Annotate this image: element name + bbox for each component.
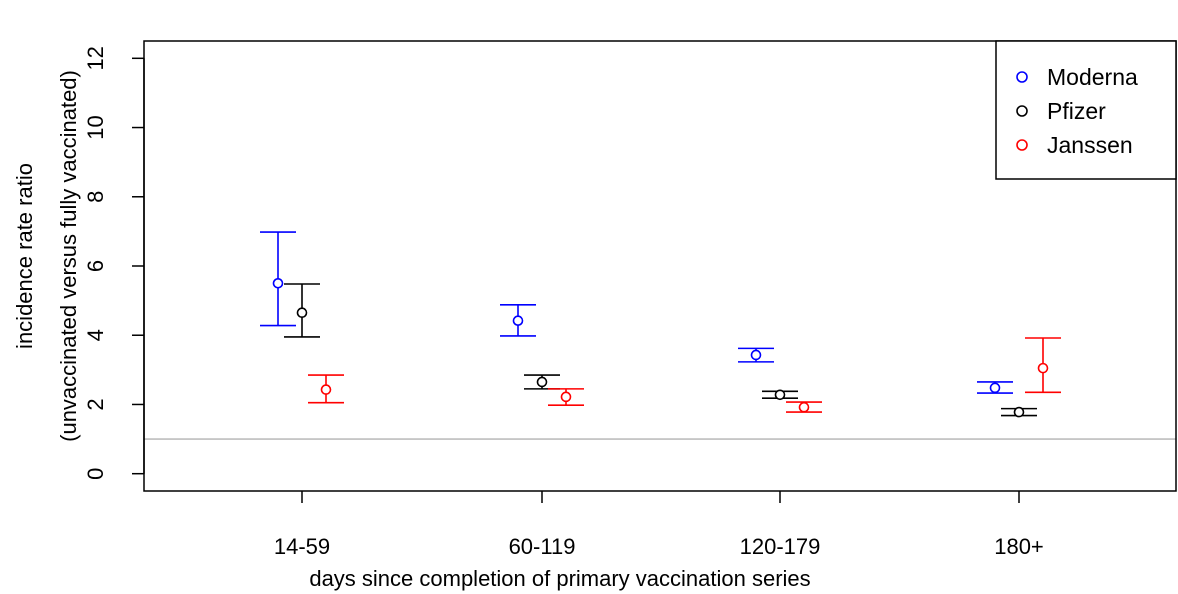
x-axis-spacer	[302, 491, 1019, 503]
y-axis: 0 2 4 6 8 10 12	[83, 46, 145, 480]
y-tick-label-12: 12	[83, 46, 108, 70]
series-pfizer	[284, 283, 1037, 418]
series-moderna	[260, 231, 1013, 394]
y-tick-label-6: 6	[83, 260, 108, 272]
pfizer-point-14-59	[296, 307, 308, 319]
y-tick-label-4: 4	[83, 329, 108, 341]
legend-label-janssen: Janssen	[1047, 132, 1133, 158]
janssen-point-120-179	[798, 401, 810, 413]
moderna-point-120-179	[750, 349, 762, 361]
legend: Moderna Pfizer Janssen	[995, 40, 1177, 180]
y-axis-label-line-2: (unvaccinated versus fully vaccinated)	[56, 70, 81, 442]
moderna-point-60-119	[512, 315, 524, 326]
moderna-point-14-59	[272, 278, 284, 289]
y-tick-label-10: 10	[83, 115, 108, 139]
x-tick-label-180+: 180+	[994, 534, 1044, 559]
error-bar-layer	[260, 231, 1061, 418]
legend-marker-moderna	[1016, 71, 1028, 83]
pfizer-point-120-179	[774, 389, 786, 401]
x-tick-label-14-59: 14-59	[274, 534, 330, 559]
x-axis: 14-59 60-119 120-179 180+	[274, 491, 1044, 559]
y-tick-label-8: 8	[83, 191, 108, 203]
x-axis-label: days since completion of primary vaccina…	[309, 566, 810, 591]
legend-label-pfizer: Pfizer	[1047, 98, 1106, 124]
y-tick-label-2: 2	[83, 398, 108, 410]
moderna-point-180+	[989, 382, 1001, 394]
y-tick-label-0: 0	[83, 468, 108, 480]
y-axis-label-line-1: incidence rate ratio	[12, 163, 37, 349]
pfizer-point-180+	[1013, 406, 1025, 418]
series-janssen	[308, 337, 1061, 413]
legend-label-moderna: Moderna	[1047, 64, 1138, 90]
janssen-point-180+	[1037, 362, 1049, 374]
legend-marker-pfizer	[1016, 105, 1028, 117]
janssen-point-14-59	[320, 384, 332, 395]
x-tick-label-120-179: 120-179	[740, 534, 821, 559]
pfizer-point-60-119	[536, 376, 548, 388]
legend-marker-janssen	[1016, 139, 1028, 151]
janssen-point-60-119	[560, 391, 572, 403]
x-tick-label-60-119: 60-119	[509, 534, 576, 559]
